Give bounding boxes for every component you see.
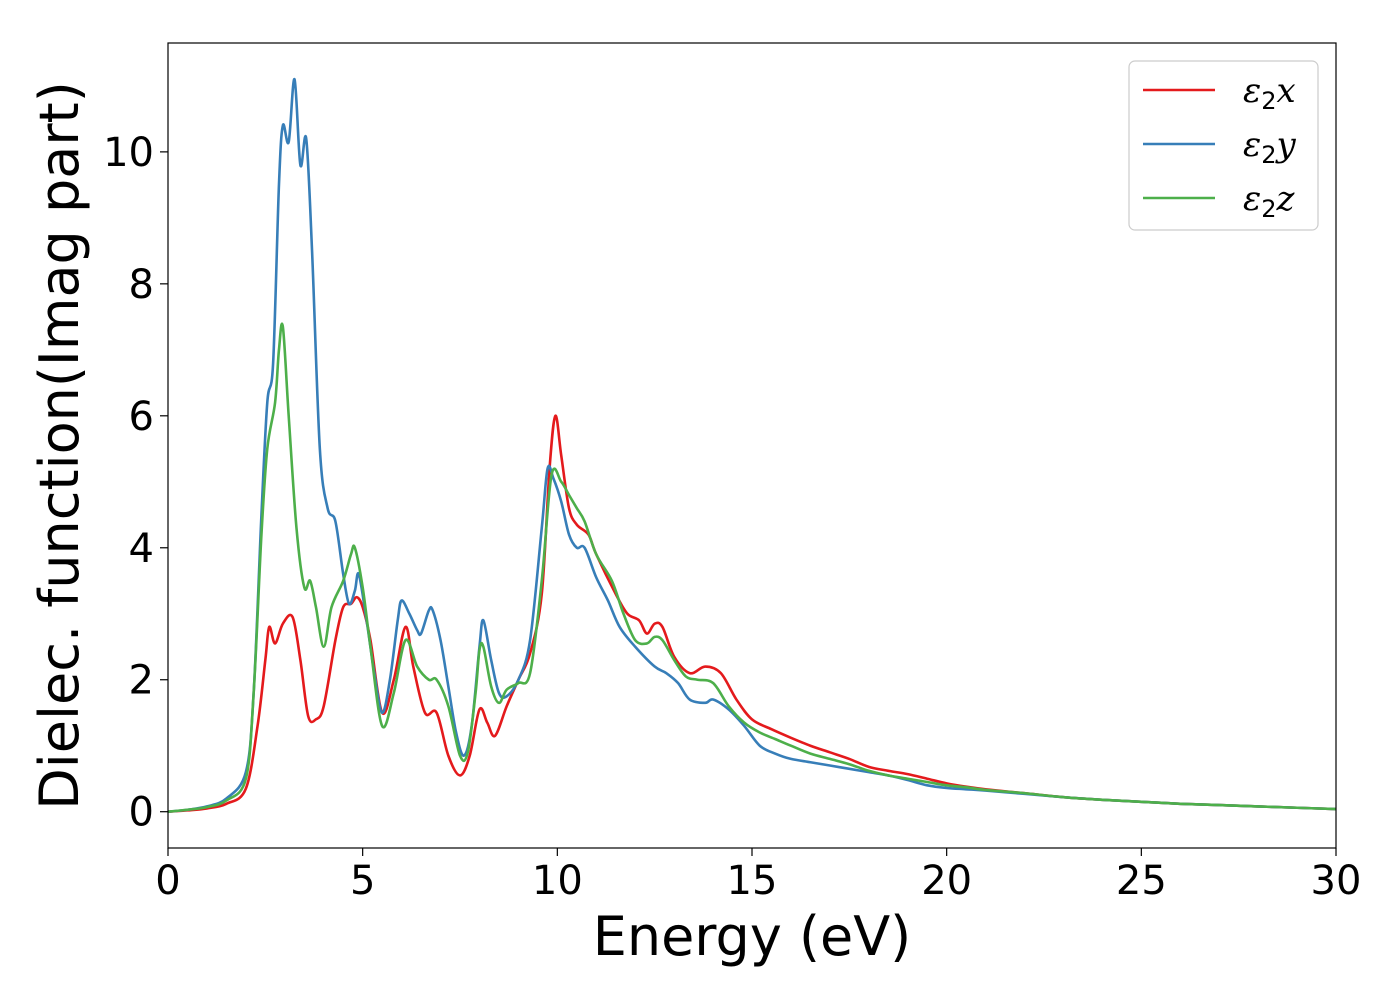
legend-label-z: ε2z: [1243, 179, 1296, 223]
x-tick-label: 10: [532, 858, 583, 904]
legend-label-x: ε2x: [1243, 71, 1296, 115]
x-tick-label: 20: [921, 858, 972, 904]
y-tick-label: 6: [129, 394, 154, 440]
x-axis-ticks: 0 5 10 15 20 25 30: [155, 848, 1361, 904]
x-tick-label: 15: [727, 858, 778, 904]
y-tick-label: 4: [129, 526, 154, 572]
legend-box: [1128, 60, 1319, 231]
y-axis-label: Dielec. function(Imag part): [28, 81, 91, 810]
x-tick-label: 5: [350, 858, 375, 904]
y-axis-ticks: 0 2 4 6 8 10: [103, 130, 168, 836]
series-line-z: [167, 322, 1337, 814]
y-tick-label: 2: [129, 658, 154, 704]
series-layer: [167, 77, 1337, 814]
y-tick-label: 0: [129, 790, 154, 836]
legend: ε2x ε2y ε2z: [1128, 60, 1319, 231]
x-tick-label: 25: [1116, 858, 1167, 904]
x-tick-label: 30: [1311, 858, 1362, 904]
legend-label-y: ε2y: [1243, 125, 1297, 169]
x-axis-label: Energy (eV): [593, 905, 912, 968]
y-tick-label: 10: [103, 130, 154, 176]
x-tick-label: 0: [155, 858, 180, 904]
series-line-x: [167, 414, 1337, 814]
y-tick-label: 8: [129, 262, 154, 308]
